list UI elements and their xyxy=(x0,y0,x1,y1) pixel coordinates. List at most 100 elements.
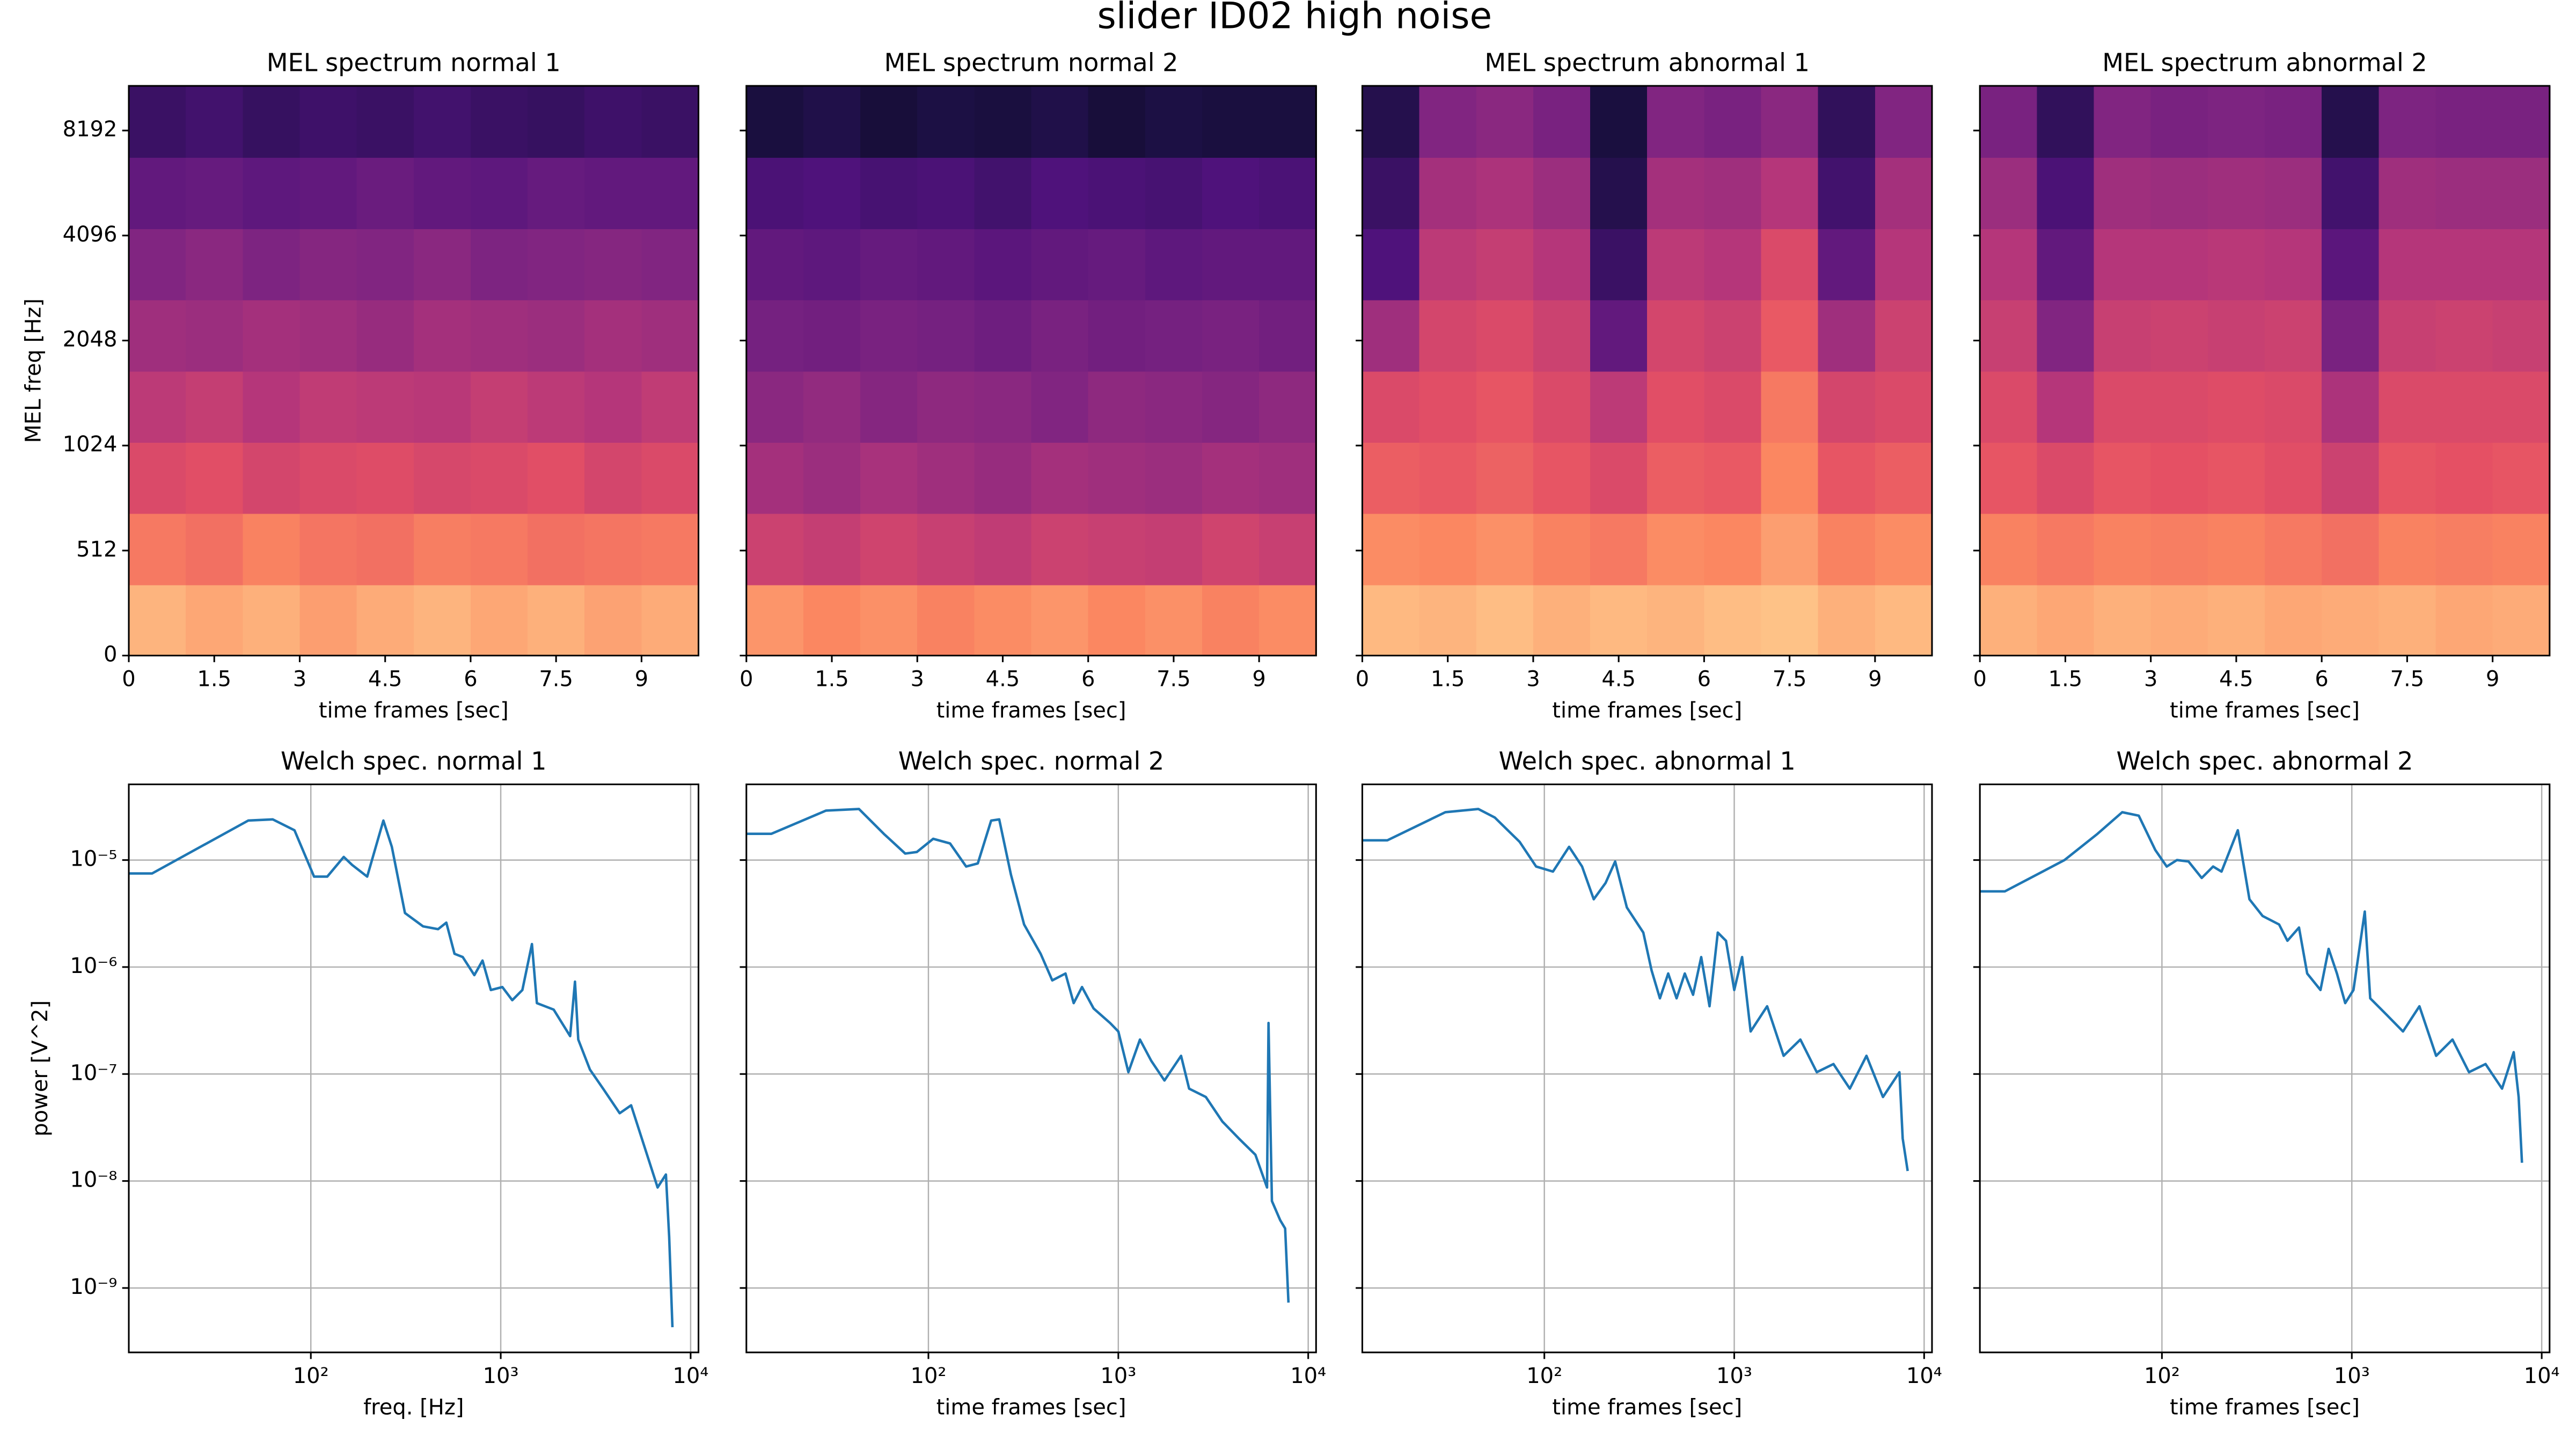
axes-frame xyxy=(745,85,1317,657)
heatmap-cell xyxy=(2492,370,2551,443)
x-tick-label: 10⁴ xyxy=(2524,1364,2560,1388)
heatmap-cell xyxy=(917,370,975,443)
spectrogram-panel: 0 1.5 3 4.5 6 7.5 9 MEL spectrum abnormal 1 time… xyxy=(1356,48,1933,723)
x-axis-label: time frames [sec] xyxy=(936,698,1126,723)
heatmap-cell xyxy=(528,370,586,443)
heatmap-cell xyxy=(470,228,529,301)
heatmap-cell xyxy=(2379,370,2436,443)
heatmap-cell xyxy=(974,157,1033,229)
heatmap-cell xyxy=(413,584,472,657)
heatmap-cell xyxy=(803,442,861,514)
x-tick-label: 9 xyxy=(635,667,648,692)
heatmap-cell xyxy=(243,157,301,229)
heatmap-cell xyxy=(186,513,244,586)
heatmap-cell xyxy=(2322,228,2380,301)
heatmap-cell xyxy=(1590,513,1648,586)
heatmap-cell xyxy=(470,157,529,229)
heatmap-cell xyxy=(2037,299,2095,372)
heatmap-cell xyxy=(1259,86,1317,158)
heatmap-cell xyxy=(1704,228,1762,301)
heatmap-cell xyxy=(1875,442,1933,514)
x-axis-label: time frames [sec] xyxy=(2170,1395,2360,1420)
y-tick-label: 10⁻⁶ xyxy=(70,954,117,978)
heatmap-cell xyxy=(1259,370,1317,443)
heatmap-cell xyxy=(1419,157,1477,229)
heatmap-cell xyxy=(974,299,1033,372)
heatmap-cell xyxy=(2435,513,2494,586)
heatmap-cell xyxy=(860,370,918,443)
heatmap-cell xyxy=(1761,370,1819,443)
heatmap-cell xyxy=(860,228,918,301)
heatmap-cell xyxy=(186,370,244,443)
x-tick-label: 1.5 xyxy=(1431,667,1465,692)
heatmap-cell xyxy=(2322,370,2380,443)
heatmap-cell xyxy=(1704,299,1762,372)
axes-frame xyxy=(1979,85,2551,657)
heatmap-cell xyxy=(1590,228,1648,301)
x-tick-label: 6 xyxy=(464,667,477,692)
heatmap-cell xyxy=(1704,157,1762,229)
panel-title: Welch spec. normal 2 xyxy=(898,747,1165,775)
heatmap-cell xyxy=(860,86,918,158)
heatmap-cell xyxy=(1202,299,1260,372)
heatmap-cell xyxy=(1145,299,1203,372)
heatmap-cell xyxy=(1533,157,1591,229)
heatmap-cell xyxy=(470,584,529,657)
heatmap-cell xyxy=(1031,442,1089,514)
heatmap-cell xyxy=(974,228,1033,301)
heatmap-cell xyxy=(917,584,975,657)
welch-panel: 10² 10³ 10⁴ Welch spec. abnormal 1 time fram… xyxy=(1356,747,1942,1420)
heatmap-cell xyxy=(584,228,642,301)
heatmap-cell xyxy=(1476,442,1534,514)
heatmap-cell xyxy=(917,442,975,514)
x-tick-label: 3 xyxy=(293,667,306,692)
heatmap-cell xyxy=(2150,157,2209,229)
heatmap-cell xyxy=(584,157,642,229)
x-tick-label: 6 xyxy=(2315,667,2328,692)
x-tick-label: 9 xyxy=(1868,667,1882,692)
heatmap-cell xyxy=(803,228,861,301)
heatmap-cell xyxy=(1980,299,2038,372)
x-tick-label: 3 xyxy=(2144,667,2157,692)
heatmap-cell xyxy=(1533,299,1591,372)
x-axis-label: time frames [sec] xyxy=(936,1395,1126,1420)
x-tick-label: 0 xyxy=(1973,667,1987,692)
heatmap-cell xyxy=(860,157,918,229)
heatmap-cell xyxy=(2207,442,2266,514)
heatmap-cell xyxy=(2265,584,2323,657)
heatmap-cell xyxy=(2265,228,2323,301)
heatmap-cell xyxy=(2037,442,2095,514)
heatmap-cell xyxy=(528,299,586,372)
heatmap-cell xyxy=(1647,584,1705,657)
heatmap-cell xyxy=(2094,157,2152,229)
heatmap-cell xyxy=(974,584,1033,657)
heatmap-cell xyxy=(1533,370,1591,443)
heatmap-cell xyxy=(186,442,244,514)
heatmap-cell xyxy=(917,86,975,158)
heatmap-cell xyxy=(1202,86,1260,158)
heatmap-cell xyxy=(2379,157,2436,229)
heatmap-cell xyxy=(1818,299,1876,372)
heatmap-cell xyxy=(1259,513,1317,586)
heatmap-cell xyxy=(1761,513,1819,586)
heatmap-cell xyxy=(1647,299,1705,372)
heatmap-cell xyxy=(584,584,642,657)
axes-frame xyxy=(745,784,1317,1353)
heatmap-cell xyxy=(299,228,358,301)
heatmap-cell xyxy=(584,513,642,586)
heatmap-cell xyxy=(974,513,1033,586)
heatmap-cell xyxy=(2322,442,2380,514)
heatmap-cell xyxy=(641,86,700,158)
heatmap-cell xyxy=(356,86,415,158)
heatmap-cell xyxy=(470,86,529,158)
heatmap-cell xyxy=(1590,86,1648,158)
heatmap-cell xyxy=(2150,299,2209,372)
heatmap-cell xyxy=(1031,228,1089,301)
x-tick-label: 10² xyxy=(911,1364,947,1388)
heatmap-cell xyxy=(1259,228,1317,301)
heatmap-cell xyxy=(2322,157,2380,229)
heatmap-cell xyxy=(1875,370,1933,443)
heatmap-cell xyxy=(356,228,415,301)
heatmap-cell xyxy=(917,228,975,301)
heatmap-cell xyxy=(1088,157,1146,229)
